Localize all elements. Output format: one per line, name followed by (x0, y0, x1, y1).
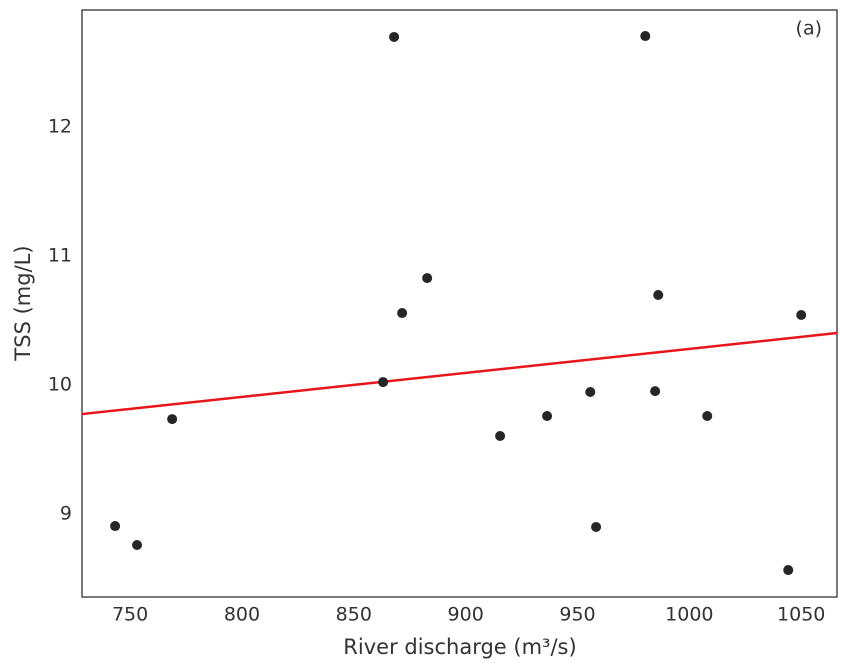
point (378, 377, 389, 388)
point (650, 386, 661, 397)
point (585, 387, 596, 398)
point (110, 521, 121, 532)
point (167, 414, 178, 425)
y-axis-label: TSS (mg/L) (11, 245, 35, 361)
point (422, 273, 433, 284)
point (389, 31, 400, 42)
x-tick-label: 850 (336, 604, 372, 626)
point (397, 308, 408, 319)
x-tick-label: 750 (112, 604, 148, 626)
y-tick-label: 11 (48, 245, 72, 267)
trend-line (81, 331, 838, 416)
annotation: (a) (796, 18, 822, 40)
y-tick-label: 10 (48, 374, 72, 396)
x-axis-label: River discharge (m³/s) (343, 635, 576, 659)
point (702, 410, 713, 421)
point (495, 430, 506, 441)
point (132, 540, 143, 551)
y-tick-label: 9 (60, 503, 72, 525)
plot-frame (81, 9, 838, 598)
point (591, 521, 602, 532)
point (783, 565, 794, 576)
point (640, 31, 651, 42)
x-tick-label: 800 (224, 604, 260, 626)
y-tick-label: 12 (48, 116, 72, 138)
x-tick-label: 950 (559, 604, 595, 626)
point (542, 410, 553, 421)
x-tick-label: 1050 (777, 604, 825, 626)
point (653, 289, 664, 300)
x-tick-label: 900 (448, 604, 484, 626)
x-tick-label: 1000 (665, 604, 713, 626)
point (796, 309, 807, 320)
